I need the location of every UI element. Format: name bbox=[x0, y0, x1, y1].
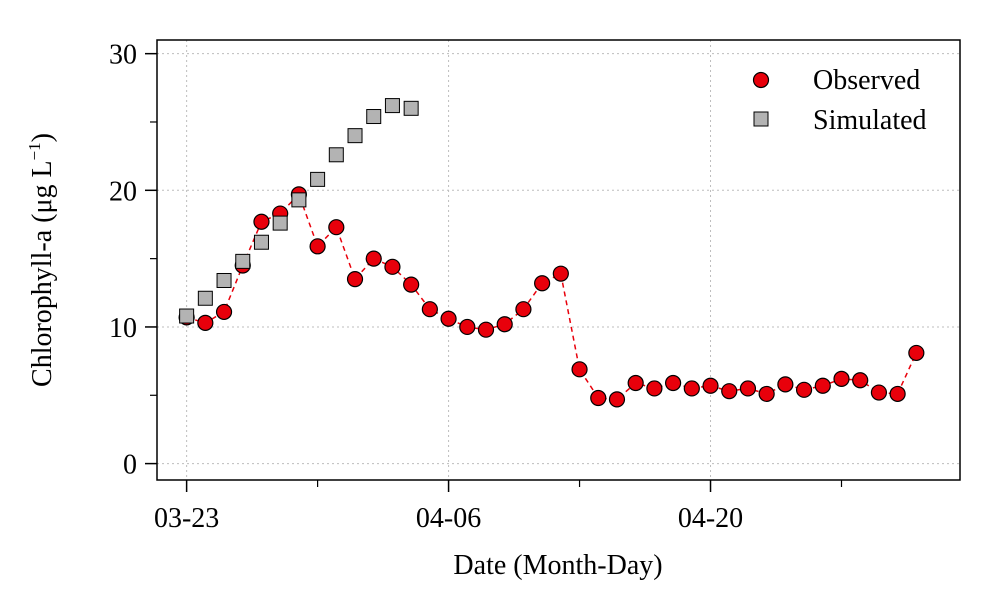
observed-point bbox=[739, 380, 757, 397]
legend-simulated-label: Simulated bbox=[813, 105, 927, 136]
observed-point bbox=[346, 271, 364, 288]
axes: 03-23 04-06 04-20 0 10 20 30 bbox=[109, 40, 843, 534]
observed-point bbox=[421, 301, 438, 318]
legend-observed-label: Observed bbox=[813, 65, 920, 96]
legend-simulated-marker bbox=[753, 111, 769, 127]
simulated-point bbox=[384, 98, 400, 114]
observed-point bbox=[328, 219, 345, 236]
observed-point bbox=[608, 391, 626, 408]
observed-point bbox=[833, 370, 850, 387]
observed-point bbox=[515, 301, 532, 318]
observed-point bbox=[253, 213, 270, 230]
y-tick-label: 0 bbox=[123, 450, 137, 481]
observed-point bbox=[403, 276, 420, 293]
data-marks bbox=[178, 98, 925, 408]
observed-point bbox=[440, 310, 457, 327]
simulated-point bbox=[216, 272, 232, 288]
y-tick-label: 20 bbox=[109, 176, 137, 207]
simulated-point bbox=[197, 290, 213, 306]
x-tick-label: 04-20 bbox=[678, 503, 743, 534]
simulated-point bbox=[310, 171, 326, 187]
y-axis-label-superscript: −1 bbox=[25, 142, 44, 160]
observed-point bbox=[534, 275, 551, 292]
observed-point bbox=[870, 384, 888, 401]
observed-point bbox=[852, 372, 869, 389]
x-tick-label: 03-23 bbox=[154, 503, 219, 534]
observed-point bbox=[384, 258, 401, 275]
observed-point bbox=[627, 374, 644, 392]
observed-point bbox=[496, 316, 513, 333]
y-tick-label: 10 bbox=[109, 313, 137, 344]
legend-observed-marker bbox=[752, 71, 770, 89]
observed-point bbox=[758, 385, 775, 403]
plot-frame bbox=[156, 39, 961, 481]
x-tick-label: 04-06 bbox=[416, 503, 481, 534]
simulated-point bbox=[366, 109, 382, 125]
y-axis-label-close: ) bbox=[27, 133, 58, 142]
observed-point bbox=[477, 321, 495, 338]
observed-point bbox=[702, 377, 719, 394]
simulated-point bbox=[328, 147, 344, 163]
x-axis-label: Date (Month-Day) bbox=[453, 550, 662, 581]
observed-point bbox=[683, 380, 700, 397]
simulated-point bbox=[347, 128, 363, 144]
observed-point bbox=[814, 377, 831, 394]
observed-point bbox=[665, 374, 682, 392]
observed-point bbox=[908, 344, 925, 362]
grid-lines bbox=[157, 40, 960, 480]
observed-point bbox=[889, 385, 906, 403]
observed-point bbox=[365, 250, 382, 267]
observed-point bbox=[215, 303, 233, 321]
observed-point bbox=[777, 376, 794, 393]
simulated-point bbox=[179, 308, 195, 324]
observed-point bbox=[309, 238, 326, 255]
observed-point bbox=[721, 383, 738, 400]
observed-line bbox=[186, 193, 917, 401]
observed-point bbox=[197, 314, 214, 331]
observed-point bbox=[459, 318, 476, 336]
observed-point bbox=[552, 265, 569, 282]
y-tick-label: 30 bbox=[109, 40, 137, 71]
simulated-point bbox=[235, 253, 251, 269]
observed-point bbox=[571, 361, 588, 378]
legend: Observed Simulated bbox=[752, 65, 927, 136]
simulated-point bbox=[291, 192, 307, 208]
observed-point bbox=[646, 380, 663, 397]
series-lines bbox=[186, 193, 917, 401]
observed-point bbox=[590, 389, 607, 407]
simulated-point bbox=[403, 100, 419, 116]
observed-point bbox=[795, 381, 813, 398]
y-axis-label-main: Chlorophyll-a (μg L bbox=[27, 160, 58, 387]
simulated-point bbox=[272, 215, 288, 231]
simulated-point bbox=[253, 234, 269, 250]
y-axis-label: Chlorophyll-a (μg L−1) bbox=[25, 133, 58, 387]
